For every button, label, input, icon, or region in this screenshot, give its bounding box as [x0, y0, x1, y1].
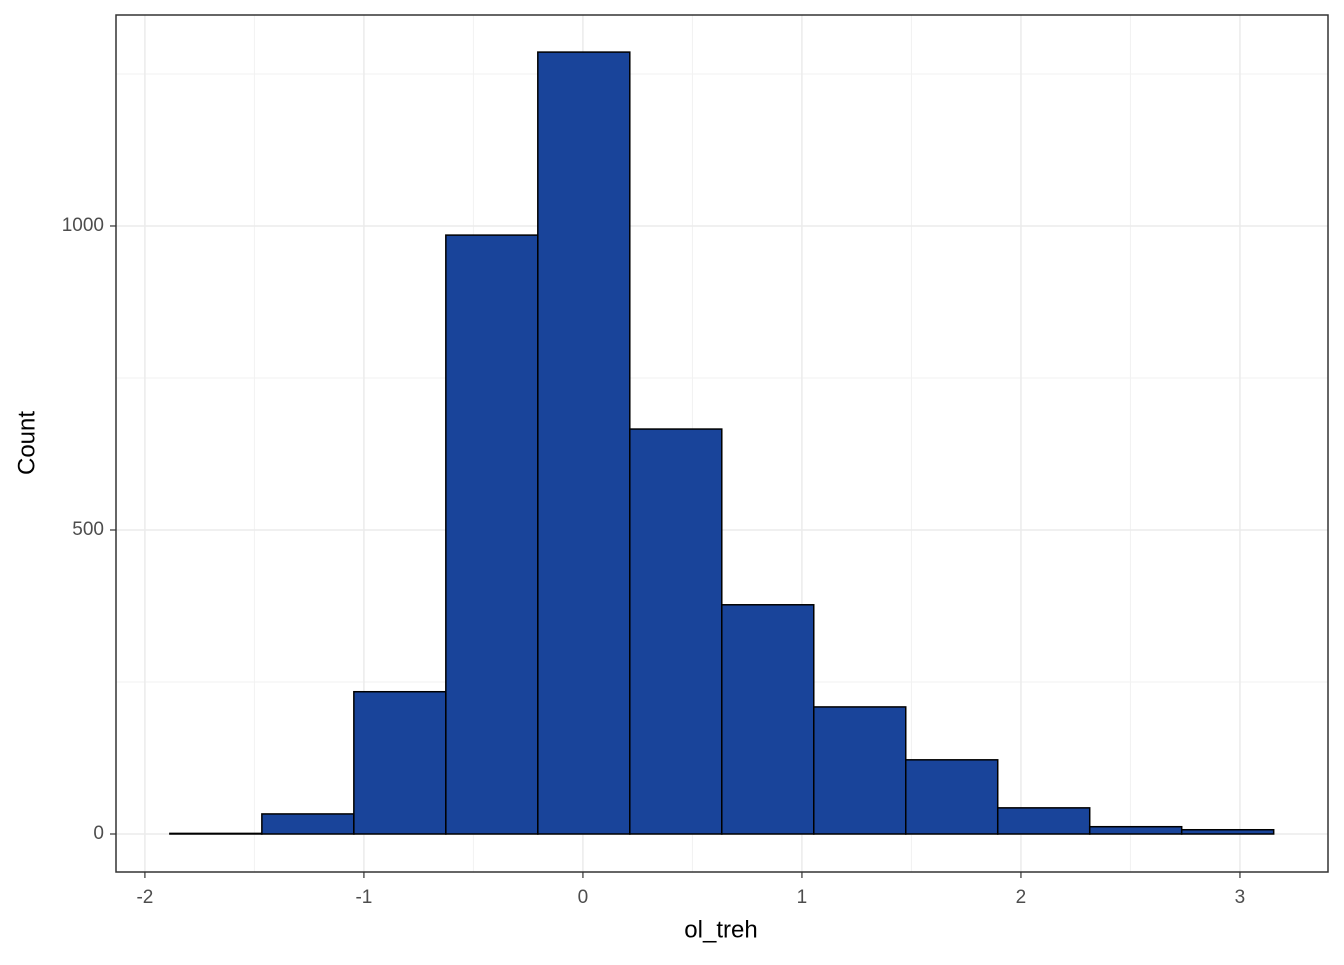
y-tick-label: 1000 [62, 215, 104, 236]
x-tick-label: -1 [355, 887, 372, 908]
bar [353, 690, 447, 835]
bar [537, 51, 631, 835]
bar [445, 234, 539, 835]
bar [1180, 828, 1275, 835]
x-tick-label: 1 [797, 887, 808, 908]
y-tick-label: 0 [93, 823, 104, 844]
y-axis-label: Count [13, 411, 40, 475]
bar [629, 428, 723, 835]
bar [996, 807, 1091, 835]
x-tick-label: -2 [136, 887, 153, 908]
x-tick-label: 2 [1016, 887, 1027, 908]
x-axis-label: ol_treh [684, 916, 757, 943]
bar [261, 813, 355, 835]
bar [721, 604, 815, 835]
bar [813, 706, 907, 835]
bar [169, 832, 263, 835]
bar [904, 759, 999, 835]
x-tick-label: 0 [578, 887, 589, 908]
bar [1088, 825, 1183, 835]
x-tick-label: 3 [1235, 887, 1246, 908]
panel-border [115, 14, 1329, 873]
y-tick-label: 500 [72, 519, 104, 540]
